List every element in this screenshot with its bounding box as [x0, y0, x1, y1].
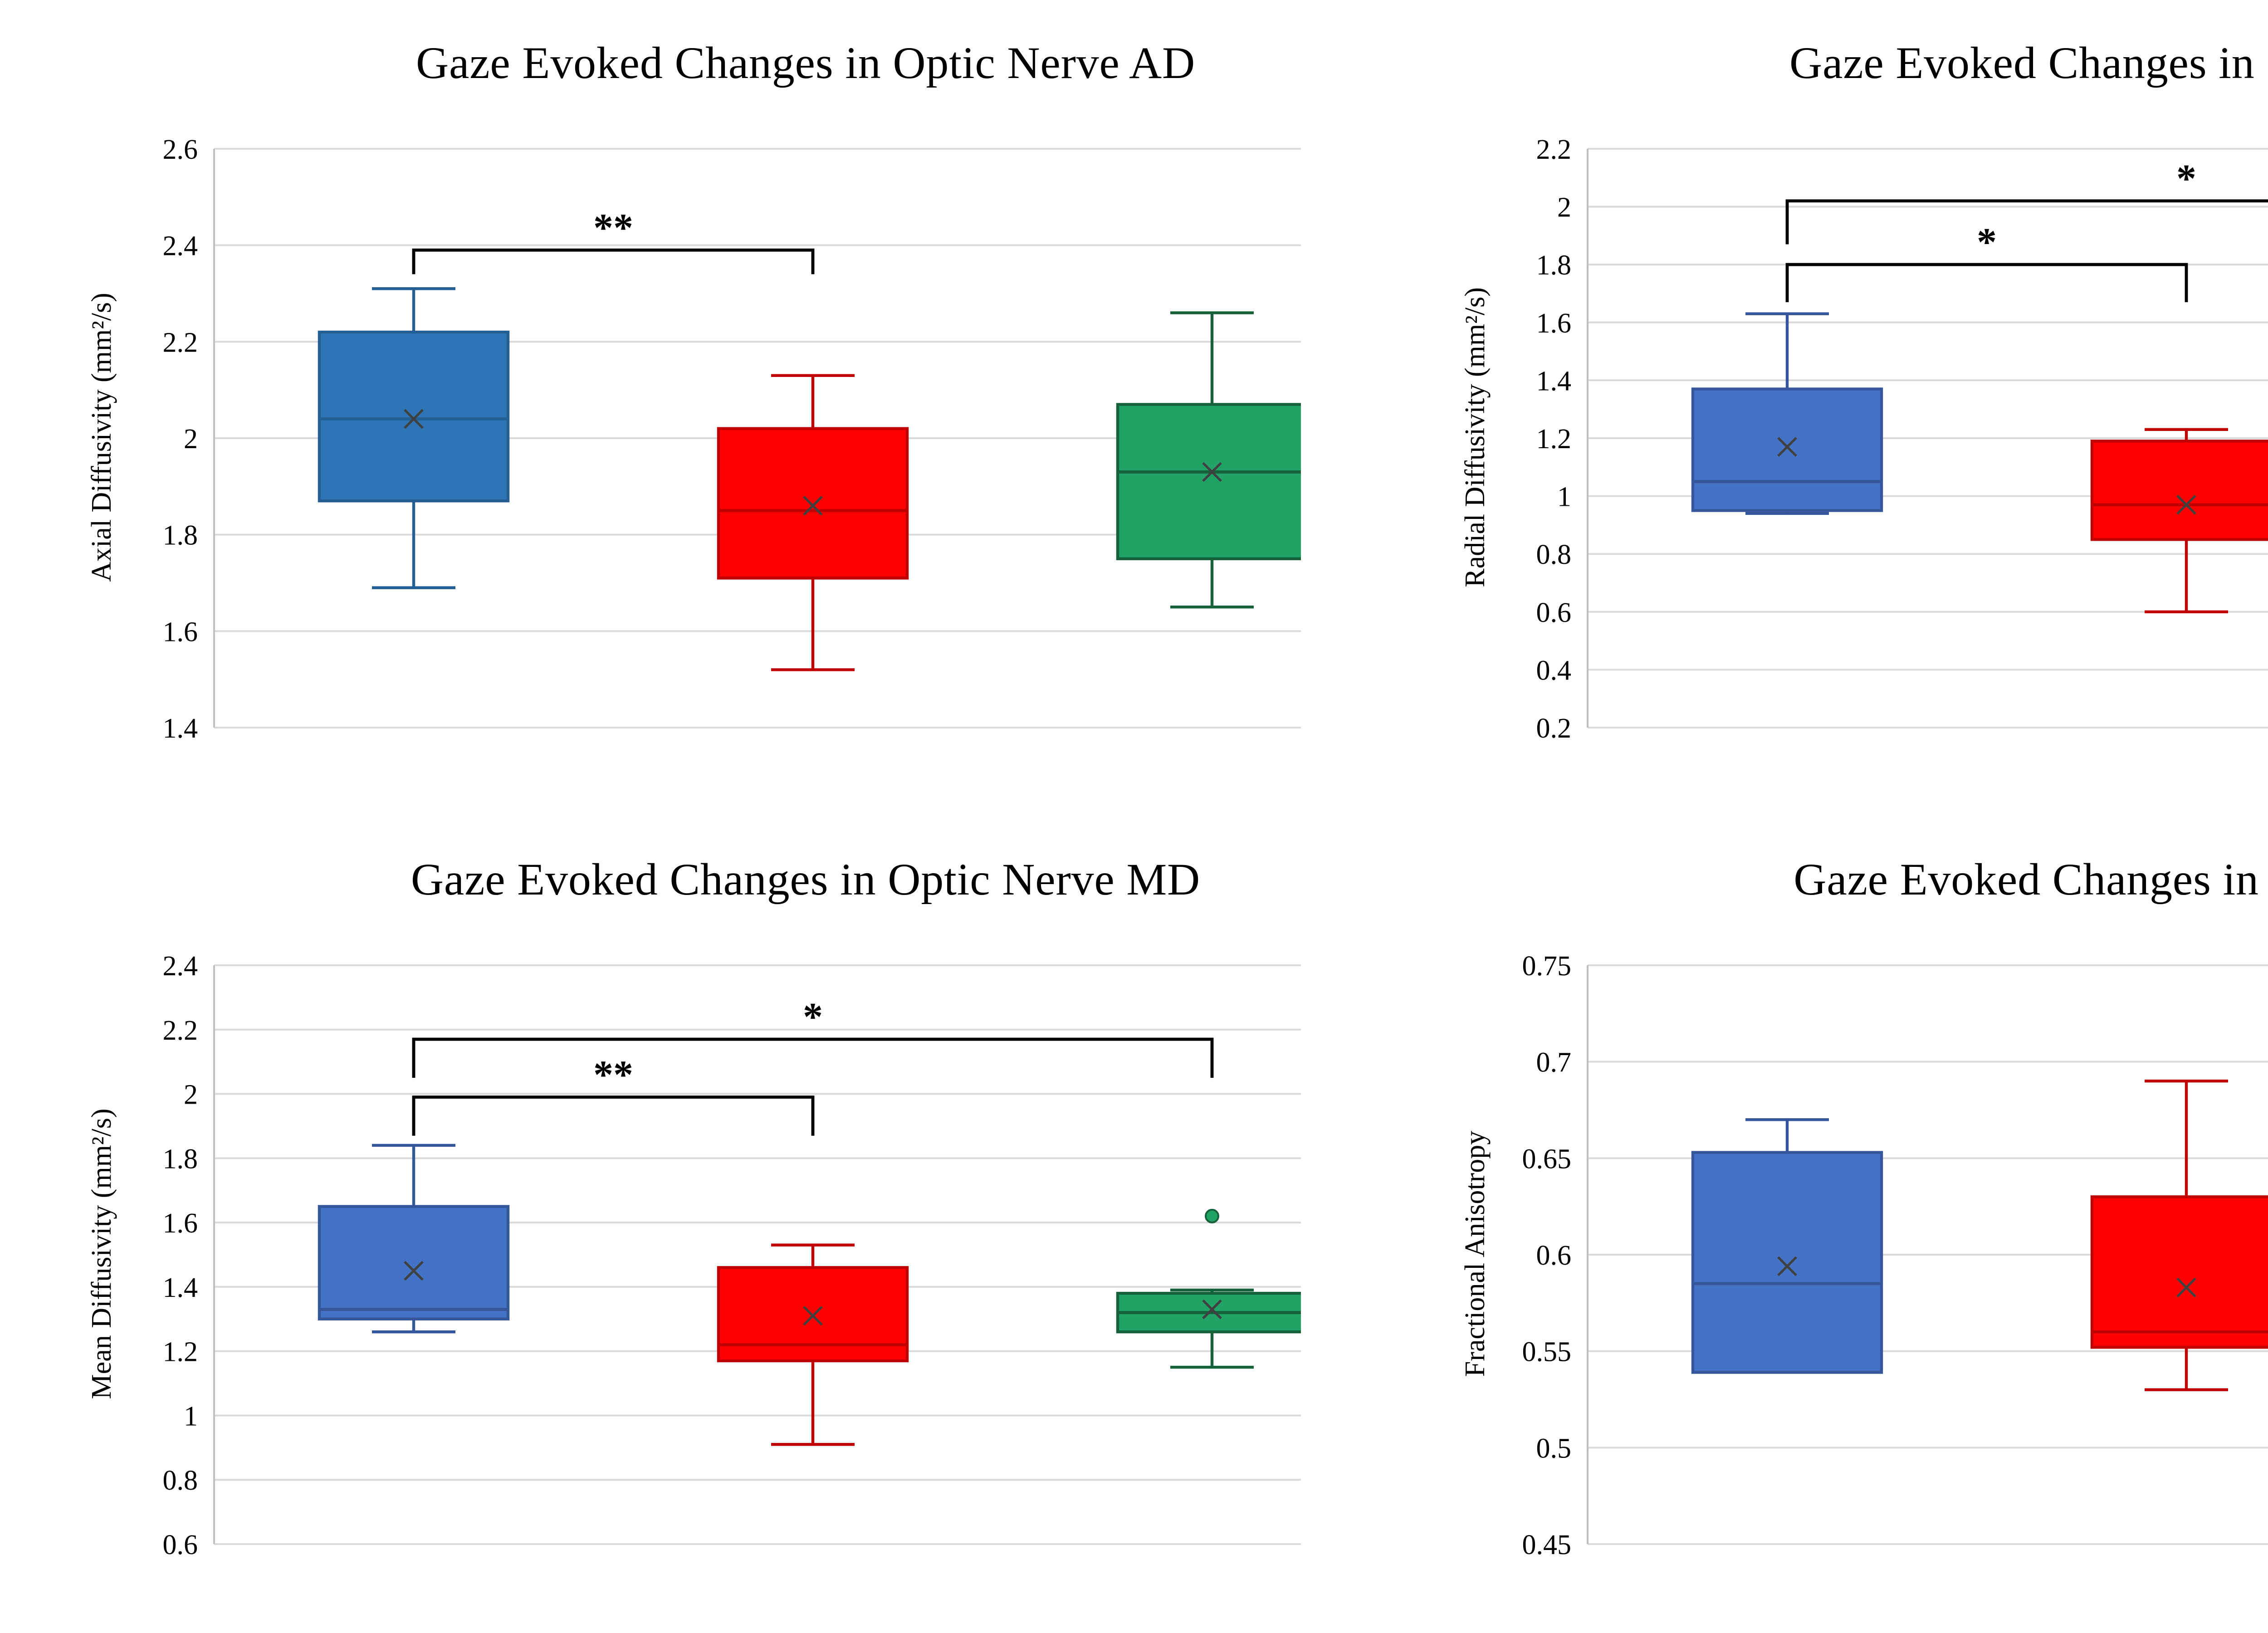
iqr-box [2090, 1195, 2268, 1349]
significance-label: * [1977, 220, 1997, 264]
box-plot-rd: 0.2 0.4 0.6 0.8 1 1.2 1.4 1.6 1.8 2 2.2 * * [1536, 134, 2268, 744]
mean-marker [2176, 494, 2196, 515]
y-tick-label: 0.5 [1536, 1433, 1572, 1464]
iqr-box [1691, 1151, 1883, 1374]
iqr-box [1116, 403, 1301, 561]
y-tick-label: 1.6 [163, 616, 198, 647]
y-tick-label: 2.6 [163, 134, 198, 165]
chart-panel-fa: 0.45 0.5 0.55 0.6 0.65 0.7 0.75 Gaze Evoked Ch… [1446, 846, 2268, 1604]
y-tick-label: 0.2 [1536, 713, 1572, 744]
box-series-primary [717, 374, 909, 671]
y-tick-label: 2 [1557, 192, 1571, 223]
mean-marker [404, 409, 424, 429]
y-tick-label: 1.2 [163, 1337, 198, 1368]
iqr-box [2090, 440, 2268, 541]
y-tick-label: 1.8 [163, 520, 198, 551]
y-tick-label: 0.65 [1522, 1144, 1572, 1174]
chart-title-ad: Gaze Evoked Changes in Optic Nerve AD [416, 40, 1195, 89]
box-series-abduction [1116, 1208, 1301, 1369]
significance-bracket [412, 248, 815, 274]
outlier-point [1205, 1208, 1219, 1223]
significance-label: ** [593, 1053, 633, 1097]
box-series-adducton [318, 287, 510, 589]
y-tick-label: 1.4 [163, 713, 198, 744]
y-tick-label: 2 [184, 1080, 198, 1110]
box-series-primary [717, 1243, 909, 1446]
mean-marker [2176, 1277, 2196, 1298]
y-tick-label: 0.6 [1536, 597, 1572, 628]
box-plot-fa: 0.45 0.5 0.55 0.6 0.65 0.7 0.75 [1522, 951, 2268, 1560]
y-tick-label: 1.2 [1536, 424, 1572, 455]
y-tick-label: 0.8 [163, 1465, 198, 1496]
box-series-primary [2090, 1080, 2268, 1391]
chart-title-md: Gaze Evoked Changes in Optic Nerve MD [411, 856, 1201, 905]
iqr-box [318, 330, 510, 503]
box-series-adducton [1691, 312, 1883, 515]
y-tick-label: 1 [184, 1401, 198, 1432]
y-tick-label: 2.4 [163, 951, 198, 982]
chart-title-rd: Gaze Evoked Changes in Optic Nerve RD [1789, 40, 2268, 89]
significance-bracket [412, 1095, 815, 1136]
significance-label: * [2176, 157, 2196, 201]
y-tick-label: 1.4 [163, 1272, 198, 1303]
y-tick-label: 0.55 [1522, 1337, 1572, 1368]
y-axis-title-fa: Fractional Anisotropy [1461, 1130, 1491, 1377]
chart-title-fa: Gaze Evoked Changes in Optic Nerve FA [1794, 856, 2268, 905]
y-axis-title-md: Mean Diffusivity (mm²/s) [87, 1108, 118, 1399]
significance-bracket [1785, 263, 2188, 303]
significance-label: ** [593, 206, 633, 250]
iqr-box [717, 427, 909, 580]
box-plot-ad: 1.4 1.6 1.8 2 2.2 2.4 2.6 ** [163, 134, 1301, 744]
y-tick-label: 0.6 [1536, 1240, 1572, 1271]
significance-label: * [803, 995, 823, 1039]
iqr-box [318, 1205, 510, 1320]
y-axis-title-ad: Axial Diffusivity (mm²/s) [87, 293, 118, 582]
y-tick-label: 0.45 [1522, 1530, 1572, 1560]
mean-marker [1202, 1299, 1222, 1320]
significance-bracket [1785, 199, 2268, 244]
iqr-box [1691, 387, 1883, 512]
y-tick-label: 1.6 [163, 1208, 198, 1239]
y-tick-label: 0.4 [1536, 655, 1572, 686]
box-series-abduction [1116, 311, 1301, 609]
y-tick-label: 1.4 [1536, 366, 1572, 396]
box-series-adducton [1691, 1118, 1883, 1374]
y-tick-label: 2 [184, 424, 198, 455]
y-tick-label: 0.7 [1536, 1047, 1572, 1078]
box-plot-md: 0.60.811.21.41.61.822.22.4*** [163, 951, 1301, 1560]
y-axis-title-rd: Radial Diffusivity (mm²/s) [1461, 287, 1491, 587]
y-tick-label: 0.6 [163, 1530, 198, 1560]
chart-panel-md: 0.6 0.8 1 1.2 1.4 1.6 1.8 2 2.2 2.4 ** * Gaze Evoke… [73, 846, 1301, 1604]
significance-bracket [412, 1037, 1214, 1078]
mean-marker [1777, 437, 1797, 457]
box-series-primary [2090, 428, 2268, 614]
y-tick-label: 0.75 [1522, 951, 1572, 982]
y-tick-label: 1.8 [1536, 250, 1572, 281]
y-tick-label: 1.8 [163, 1144, 198, 1174]
chart-panel-ad: 1.4 1.6 1.8 2 2.2 2.4 2.6 ** Gaze Evoked Change… [73, 29, 1301, 787]
mean-marker [1202, 462, 1222, 482]
y-tick-label: 2.2 [163, 1015, 198, 1046]
y-tick-label: 0.8 [1536, 539, 1572, 570]
y-tick-label: 1 [1557, 482, 1571, 513]
chart-panel-rd: 0.2 0.4 0.6 0.8 1 1.2 1.4 1.6 1.8 2 2.2 * * Gaze Evo… [1446, 29, 2268, 787]
mean-marker [1777, 1256, 1797, 1276]
mean-marker [803, 1305, 823, 1326]
y-tick-label: 2.2 [163, 327, 198, 358]
box-series-adducton [318, 1144, 510, 1334]
y-tick-label: 2.4 [163, 231, 198, 262]
mean-marker [404, 1261, 424, 1281]
y-tick-label: 2.2 [1536, 134, 1572, 165]
y-tick-label: 1.6 [1536, 308, 1572, 339]
mean-marker [803, 496, 823, 516]
